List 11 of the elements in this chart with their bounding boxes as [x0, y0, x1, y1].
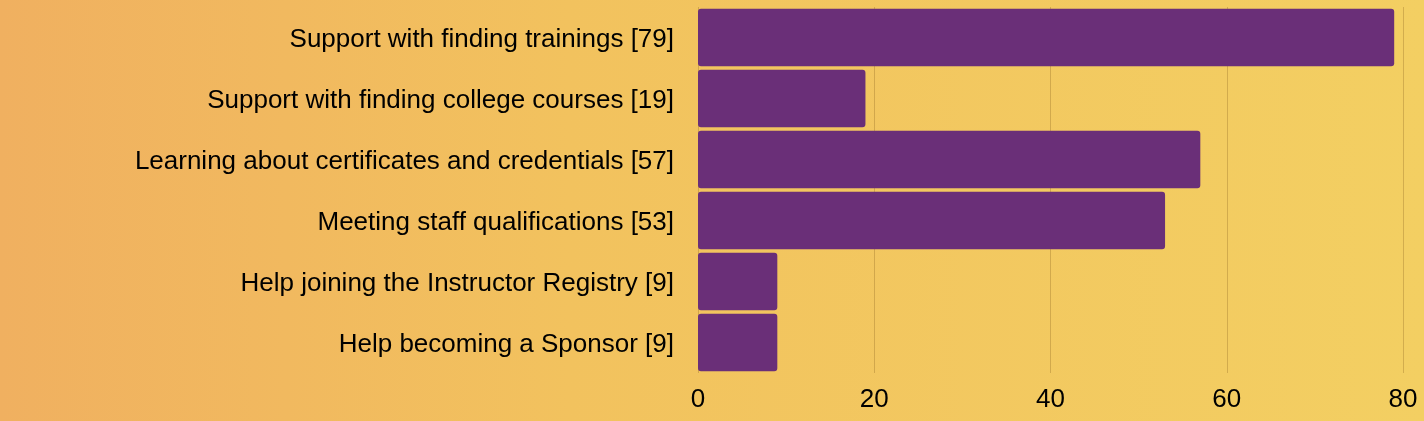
y-tick-label: Help joining the Instructor Registry [9]	[240, 266, 674, 297]
y-tick-label: Support with finding college courses [19]	[207, 83, 674, 114]
x-tick-label: 60	[1212, 383, 1242, 413]
x-tick-label: 80	[1388, 383, 1418, 413]
x-tick-label: 20	[859, 383, 889, 413]
x-tick-label: 40	[1036, 383, 1065, 413]
x-tick-label: 0	[690, 383, 706, 413]
y-tick-label: Help becoming a Sponsor [9]	[338, 327, 674, 358]
y-tick-label: Support with finding trainings [79]	[289, 22, 674, 53]
y-tick-label: Learning about certificates and credentials [57]	[134, 144, 674, 175]
y-tick-label: Meeting staff qualifications [53]	[317, 205, 674, 236]
